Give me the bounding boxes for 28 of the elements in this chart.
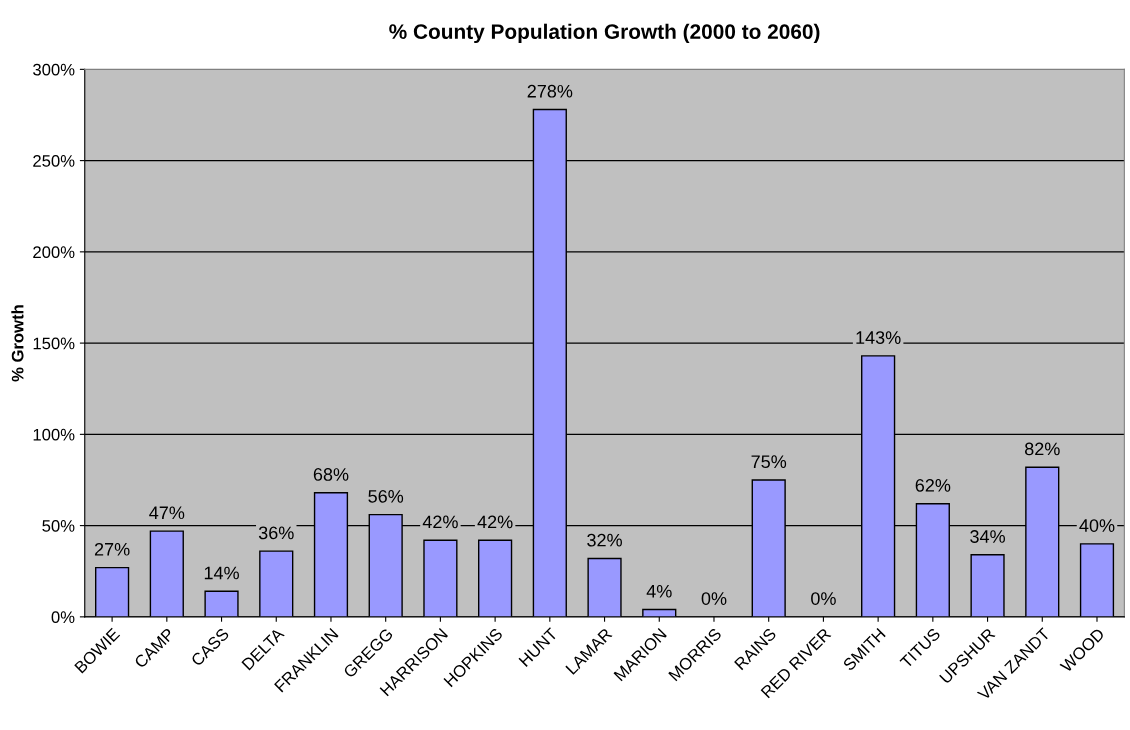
data-label: 0% (701, 592, 727, 605)
y-tick-label: 250% (33, 155, 75, 167)
data-label: 82% (1024, 442, 1060, 456)
y-tick-label: 200% (33, 246, 75, 259)
data-label: 34% (970, 530, 1005, 543)
data-label: 56% (368, 489, 404, 503)
y-tick-label: 300% (33, 63, 75, 76)
data-label: 14% (204, 566, 239, 580)
y-tick-label: 0% (51, 611, 75, 624)
data-label: 68% (313, 468, 349, 481)
data-label: 32% (587, 533, 622, 547)
data-label: 143% (856, 331, 901, 344)
data-label: 40% (1079, 519, 1115, 532)
chart-title: % County Population Growth (2000 to 2060) (389, 23, 820, 44)
y-tick-label: 100% (33, 428, 75, 441)
data-label: 42% (477, 515, 513, 529)
data-label: 62% (915, 479, 951, 492)
data-label: 4% (646, 584, 672, 598)
y-axis-title: % Growth (11, 305, 24, 382)
y-tick-label: 50% (42, 520, 75, 532)
data-label: 36% (258, 526, 294, 540)
data-label: 27% (94, 542, 130, 556)
data-label: 75% (751, 455, 787, 469)
data-label: 0% (811, 592, 836, 605)
data-label: 278% (527, 84, 573, 98)
data-label: 42% (422, 515, 458, 529)
y-tick-label: 150% (33, 337, 75, 350)
data-label: 47% (149, 506, 185, 520)
